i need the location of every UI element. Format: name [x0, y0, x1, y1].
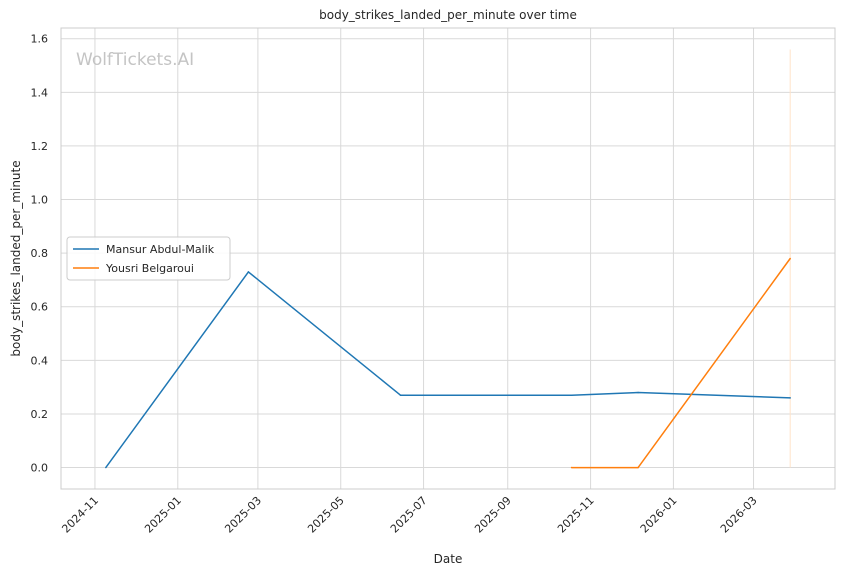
series-group	[105, 257, 791, 469]
x-tick-label: 2025-07	[388, 494, 430, 536]
y-tick-label: 1.4	[31, 86, 49, 99]
x-tick-label: 2025-05	[305, 494, 347, 536]
legend-label: Yousri Belgaroui	[105, 262, 194, 275]
x-tick-label: 2026-03	[718, 494, 760, 536]
x-tick-label: 2025-03	[222, 494, 264, 536]
data-point	[570, 394, 573, 396]
data-point	[570, 466, 573, 469]
series-line-2	[571, 258, 791, 469]
data-point	[399, 394, 402, 396]
data-point	[637, 466, 639, 469]
legend: Mansur Abdul-Malik Yousri Belgaroui	[66, 236, 231, 281]
y-axis-ticks: 0.0 0.2 0.4 0.6 0.8 1.0 1.2 1.4 1.6	[31, 33, 49, 475]
legend-label: Mansur Abdul-Malik	[106, 243, 215, 256]
x-tick-label: 2025-11	[555, 494, 597, 536]
y-tick-label: 0.2	[31, 408, 49, 421]
y-tick-label: 0.8	[31, 247, 49, 260]
plot-area-frame	[60, 27, 836, 490]
y-tick-label: 0.4	[31, 354, 49, 367]
data-point	[637, 391, 639, 394]
y-tick-label: 0.0	[31, 462, 49, 475]
watermark: WolfTickets.AI	[76, 50, 194, 70]
y-tick-label: 1.0	[31, 194, 49, 207]
y-tick-label: 1.2	[31, 140, 49, 153]
y-tick-label: 1.6	[31, 33, 49, 46]
data-point	[789, 257, 791, 260]
data-point	[247, 271, 250, 273]
y-axis-title: body_strikes_landed_per_minute	[9, 160, 23, 356]
x-tick-label: 2025-09	[472, 494, 514, 536]
legend-box	[66, 236, 231, 281]
x-tick-label: 2026-01	[638, 494, 680, 536]
series-line-1	[105, 271, 791, 469]
x-tick-label: 2024-11	[59, 494, 101, 536]
chart-title: body_strikes_landed_per_minute over time	[319, 8, 577, 22]
data-point	[789, 397, 791, 399]
x-tick-label: 2025-01	[142, 494, 184, 536]
data-point	[105, 466, 107, 469]
y-tick-label: 0.6	[31, 301, 49, 314]
x-axis-ticks: 2024-11 2025-01 2025-03 2025-05 2025-07 2025-…	[59, 494, 759, 536]
grid	[61, 28, 835, 489]
x-axis-title: Date	[434, 552, 463, 566]
